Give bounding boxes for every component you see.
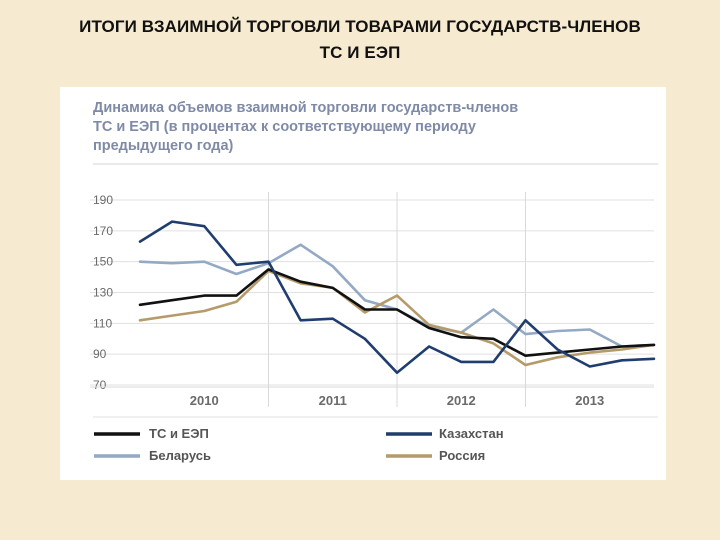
x-tick-label: 2010 [190,393,219,408]
x-tick-label: 2012 [447,393,476,408]
chart-title-line-2: ТС и ЕЭП (в процентах к соответствующему… [93,119,476,135]
x-tick-label: 2011 [319,393,347,408]
y-tick-label: 130 [93,286,113,300]
legend-label: Казахстан [439,426,504,441]
y-tick-label: 70 [93,378,107,392]
chart-title-line-3: предыдущего года) [93,138,234,154]
chart-figure: Динамика объемов взаимной торговли госуд… [60,87,666,480]
line-chart: 190 170 150 130 110 90 70 2010 2011 2012 2013 ТС и … [90,163,658,463]
x-tick-label: 2013 [575,393,604,408]
y-tick-label: 190 [93,193,113,207]
series-line [138,220,656,375]
y-tick-label: 110 [93,316,112,330]
chart-title-line-1: Динамика объемов взаимной торговли госуд… [93,100,519,116]
y-tick-label: 170 [93,224,113,238]
y-tick-label: 150 [93,255,113,269]
legend-label: Россия [439,448,485,463]
chart-title: Динамика объемов взаимной торговли госуд… [93,99,658,156]
y-tick-label: 90 [93,347,107,361]
slide-title-line-1: ИТОГИ ВЗАИМНОЙ ТОРГОВЛИ ТОВАРАМИ ГОСУДАР… [79,17,641,36]
legend-label: ТС и ЕЭП [149,426,209,441]
slide-title-line-2: ТС И ЕЭП [319,43,401,62]
series-line [138,268,656,358]
legend-label: Беларусь [149,448,211,463]
slide-title: ИТОГИ ВЗАИМНОЙ ТОРГОВЛИ ТОВАРАМИ ГОСУДАР… [0,14,720,66]
